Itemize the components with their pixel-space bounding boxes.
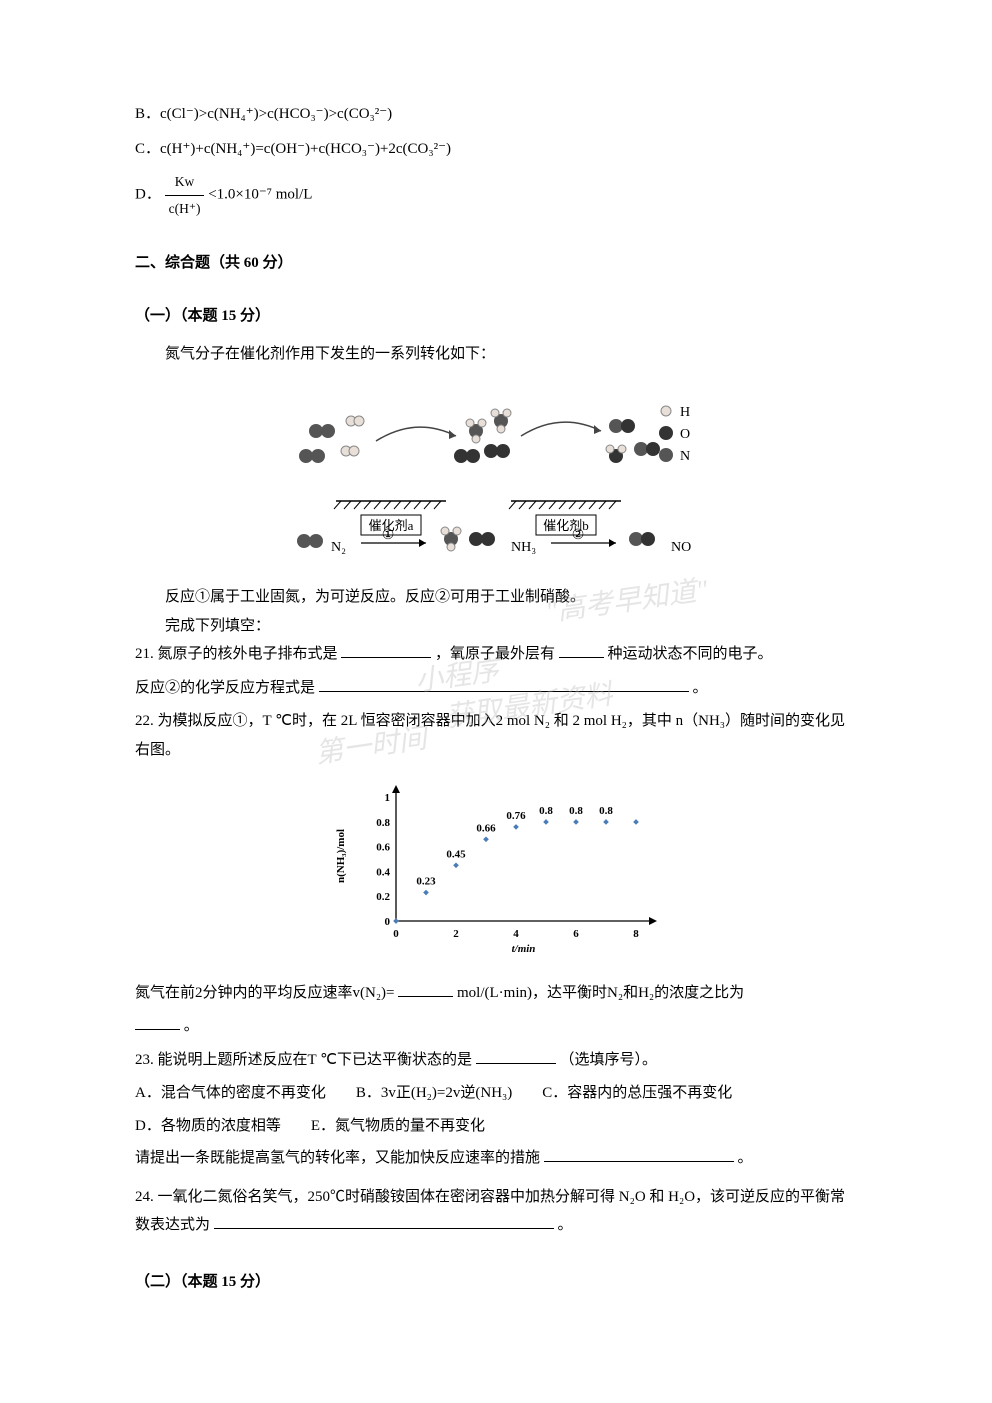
q21-p4: 反应②的化学反应方程式是 bbox=[135, 680, 315, 696]
option-d-suffix: <1.0×10⁻⁷ mol/L bbox=[208, 187, 312, 203]
svg-text:NH₃: NH₃ bbox=[511, 540, 536, 555]
svg-text:②: ② bbox=[572, 528, 585, 543]
q21b: 反应②的化学反应方程式是 。 bbox=[135, 674, 857, 703]
option-d-prefix: D． bbox=[135, 187, 161, 203]
svg-text:0: 0 bbox=[393, 928, 399, 940]
reaction-svg: 催化剂a 催化剂b N₂ ① NH₃ ② bbox=[266, 381, 726, 561]
svg-text:0: 0 bbox=[385, 916, 391, 928]
q22c: 。 bbox=[135, 1012, 857, 1041]
reaction-diagram: 催化剂a 催化剂b N₂ ① NH₃ ② bbox=[135, 381, 857, 572]
svg-text:6: 6 bbox=[573, 928, 579, 940]
q22-p4: 。 bbox=[184, 1018, 199, 1034]
q24-end: 。 bbox=[558, 1217, 573, 1233]
svg-text:N: N bbox=[680, 449, 690, 464]
q23b: 请提出一条既能提高氢气的转化率，又能加快反应速率的措施 。 bbox=[135, 1144, 857, 1173]
q23-opt-b: B．3v正(H₂)=2v逆(NH₃) bbox=[356, 1079, 512, 1108]
svg-text:0.8: 0.8 bbox=[569, 805, 583, 817]
q22-p2: 氮气在前2分钟内的平均反应速率v(N₂)= bbox=[135, 985, 395, 1001]
q23-blank2[interactable] bbox=[544, 1147, 734, 1162]
q21-p2: ，氧原子最外层有 bbox=[435, 646, 555, 662]
q21-p1: 21. 氮原子的核外电子排布式是 bbox=[135, 646, 338, 662]
q23-blank1[interactable] bbox=[476, 1049, 556, 1064]
option-d: D． Kw c(H⁺) <1.0×10⁻⁷ mol/L bbox=[135, 169, 857, 221]
option-c: C．c(H⁺)+c(NH₄⁺)=c(OH⁻)+c(HCO₃⁻)+2c(CO₃²⁻… bbox=[135, 135, 857, 164]
q23-p3: 请提出一条既能提高氢气的转化率，又能加快反应速率的措施 bbox=[135, 1150, 540, 1166]
svg-text:0.2: 0.2 bbox=[376, 892, 390, 904]
svg-text:0.8: 0.8 bbox=[599, 805, 613, 817]
svg-text:0.8: 0.8 bbox=[539, 805, 553, 817]
intro2: 反应①属于工业固氮，为可逆反应。反应②可用于工业制硝酸。 bbox=[135, 583, 857, 612]
q22-blank1[interactable] bbox=[398, 982, 453, 997]
svg-text:NO: NO bbox=[671, 540, 691, 555]
svg-text:4: 4 bbox=[513, 928, 519, 940]
option-b: B．c(Cl⁻)>c(NH₄⁺)>c(HCO₃⁻)>c(CO₃²⁻) bbox=[135, 100, 857, 129]
option-c-text: C．c(H⁺)+c(NH₄⁺)=c(OH⁻)+c(HCO₃⁻)+2c(CO₃²⁻… bbox=[135, 141, 451, 157]
q23-p2: （选填序号）。 bbox=[560, 1052, 658, 1068]
q23-opts-row2: D．各物质的浓度相等 E．氮气物质的量不再变化 bbox=[135, 1112, 857, 1141]
option-d-den: c(H⁺) bbox=[165, 196, 205, 222]
q21-blank3[interactable] bbox=[319, 677, 689, 692]
nh3-chart: 0 0.2 0.4 0.6 0.8 1 0 2 4 6 8 n(NH₃)/mol t/min 0.23 0.… bbox=[135, 776, 857, 967]
q23-p1: 23. 能说明上题所述反应在T ℃下已达平衡状态的是 bbox=[135, 1052, 472, 1068]
svg-text:0.23: 0.23 bbox=[416, 876, 436, 888]
svg-text:0.8: 0.8 bbox=[376, 817, 390, 829]
svg-text:1: 1 bbox=[385, 792, 391, 804]
svg-text:0.45: 0.45 bbox=[446, 849, 466, 861]
q22-p3: mol/(L·min)，达平衡时N₂和H₂的浓度之比为 bbox=[457, 985, 744, 1001]
option-b-text: B．c(Cl⁻)>c(NH₄⁺)>c(HCO₃⁻)>c(CO₃²⁻) bbox=[135, 106, 392, 122]
q23-opt-e: E．氮气物质的量不再变化 bbox=[311, 1112, 485, 1141]
q23: 23. 能说明上题所述反应在T ℃下已达平衡状态的是 （选填序号）。 bbox=[135, 1046, 857, 1075]
svg-text:0.4: 0.4 bbox=[376, 867, 390, 879]
svg-text:2: 2 bbox=[453, 928, 459, 940]
svg-text:H: H bbox=[680, 405, 690, 420]
svg-text:t/min: t/min bbox=[512, 943, 536, 955]
q22-blank2[interactable] bbox=[135, 1015, 180, 1030]
svg-text:①: ① bbox=[382, 528, 395, 543]
subsection-1-title: （一）（本题 15 分） bbox=[135, 302, 857, 331]
svg-text:0.66: 0.66 bbox=[476, 823, 496, 835]
svg-text:O: O bbox=[680, 427, 690, 442]
intro-text: 氮气分子在催化剂作用下发生的一系列转化如下： bbox=[135, 340, 857, 369]
q22b: 氮气在前2分钟内的平均反应速率v(N₂)= mol/(L·min)，达平衡时N₂… bbox=[135, 979, 857, 1008]
q24: 24. 一氧化二氮俗名笑气，250℃时硝酸铵固体在密闭容器中加热分解可得 N₂O… bbox=[135, 1183, 857, 1240]
svg-text:0.6: 0.6 bbox=[376, 842, 390, 854]
q21-end: 。 bbox=[693, 680, 708, 696]
q23-end: 。 bbox=[738, 1150, 753, 1166]
svg-text:N₂: N₂ bbox=[331, 540, 346, 555]
option-d-num: Kw bbox=[165, 169, 205, 196]
q21-blank1[interactable] bbox=[341, 643, 431, 658]
q23-opt-a: A．混合气体的密度不再变化 bbox=[135, 1079, 326, 1108]
subsection-2-title: （二）（本题 15 分） bbox=[135, 1268, 857, 1297]
intro3: 完成下列填空： bbox=[135, 612, 857, 641]
q21-blank2[interactable] bbox=[559, 643, 604, 658]
chart-svg: 0 0.2 0.4 0.6 0.8 1 0 2 4 6 8 n(NH₃)/mol t/min 0.23 0.… bbox=[326, 776, 666, 956]
svg-text:n(NH₃)/mol: n(NH₃)/mol bbox=[335, 829, 347, 883]
q23-opt-c: C．容器内的总压强不再变化 bbox=[542, 1079, 732, 1108]
q24-blank[interactable] bbox=[214, 1214, 554, 1229]
q23-opt-d: D．各物质的浓度相等 bbox=[135, 1112, 281, 1141]
q21: 21. 氮原子的核外电子排布式是 ，氧原子最外层有 种运动状态不同的电子。 bbox=[135, 640, 857, 669]
svg-text:0.76: 0.76 bbox=[506, 810, 526, 822]
q22: 22. 为模拟反应①，T ℃时，在 2L 恒容密闭容器中加入2 mol N₂ 和… bbox=[135, 707, 857, 764]
svg-text:8: 8 bbox=[633, 928, 639, 940]
q21-p3: 种运动状态不同的电子。 bbox=[608, 646, 773, 662]
section-2-title: 二、综合题（共 60 分） bbox=[135, 249, 857, 278]
option-d-fraction: Kw c(H⁺) bbox=[165, 169, 205, 221]
q22-p1: 22. 为模拟反应①，T ℃时，在 2L 恒容密闭容器中加入2 mol N₂ 和… bbox=[135, 713, 845, 758]
q23-opts-row1: A．混合气体的密度不再变化 B．3v正(H₂)=2v逆(NH₃) C．容器内的总… bbox=[135, 1079, 857, 1108]
